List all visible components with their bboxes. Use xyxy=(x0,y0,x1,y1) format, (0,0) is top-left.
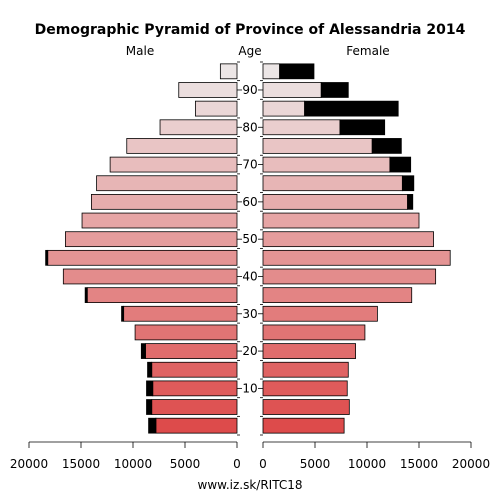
male-bar-45-49 xyxy=(47,249,238,266)
male-bars xyxy=(45,63,238,434)
age-tick-label: 50 xyxy=(242,232,257,246)
male-bar-75-79 xyxy=(126,138,238,154)
female-bar-95+ xyxy=(262,63,281,80)
age-label: Age xyxy=(238,44,261,58)
male-bar-15-19 xyxy=(151,361,238,378)
male-bar-85-89 xyxy=(194,100,238,117)
female-surplus-60-64 xyxy=(407,194,414,210)
age-tick-label: 60 xyxy=(242,195,257,209)
male-bar-80-84 xyxy=(159,119,238,136)
male-x-tick-label: 5000 xyxy=(170,457,201,471)
male-label: Male xyxy=(126,44,154,58)
axes: 10 20 30 40 50 60 70 80 90 20000 20000 15000 15000 10… xyxy=(10,61,490,471)
male-surplus-10-14 xyxy=(146,380,154,397)
age-tick-label: 40 xyxy=(242,269,257,283)
female-x-tick-label: 10000 xyxy=(348,457,386,471)
female-surplus-75-79 xyxy=(371,138,402,154)
age-tick-label: 10 xyxy=(242,381,257,395)
female-bar-25-29 xyxy=(262,324,366,341)
age-tick-label: 30 xyxy=(242,307,257,321)
male-surplus-45-49 xyxy=(45,249,49,266)
male-bar-55-59 xyxy=(81,212,238,229)
female-bar-15-19 xyxy=(262,361,349,378)
male-bar-90-94 xyxy=(178,82,238,98)
female-surplus-65-69 xyxy=(401,175,415,192)
female-surplus-70-74 xyxy=(389,156,412,173)
female-bar-5-9 xyxy=(262,399,350,415)
male-bar-40-44 xyxy=(62,268,238,285)
female-bar-65-69 xyxy=(262,175,403,192)
male-bar-50-54 xyxy=(65,231,238,248)
female-bar-80-84 xyxy=(262,119,341,136)
female-bar-50-54 xyxy=(262,231,434,248)
female-bar-20-24 xyxy=(262,343,356,359)
chart-title: Demographic Pyramid of Province of Aless… xyxy=(35,22,466,38)
female-x-tick-label: 20000 xyxy=(452,457,490,471)
female-bar-0-4 xyxy=(262,417,345,434)
age-tick-label: 80 xyxy=(242,120,257,134)
age-tick-label: 90 xyxy=(242,83,257,97)
male-bar-20-24 xyxy=(145,343,238,359)
female-label: Female xyxy=(346,44,389,58)
male-bar-70-74 xyxy=(109,156,238,173)
male-x-tick-label: 10000 xyxy=(114,457,152,471)
female-bar-45-49 xyxy=(262,249,451,266)
male-bar-95+ xyxy=(219,63,238,80)
male-surplus-5-9 xyxy=(146,399,153,415)
female-bar-70-74 xyxy=(262,156,391,173)
male-bar-30-34 xyxy=(123,305,238,322)
male-bar-35-39 xyxy=(86,287,238,303)
male-bar-0-4 xyxy=(155,417,238,434)
female-bar-60-64 xyxy=(262,194,408,210)
male-bar-25-29 xyxy=(134,324,238,341)
age-tick-label: 20 xyxy=(242,344,257,358)
female-bar-90-94 xyxy=(262,82,322,98)
male-surplus-30-34 xyxy=(121,305,125,322)
female-bar-30-34 xyxy=(262,305,378,322)
female-bar-75-79 xyxy=(262,138,373,154)
female-bar-10-14 xyxy=(262,380,348,397)
age-tick-label: 70 xyxy=(242,158,257,172)
male-surplus-20-24 xyxy=(140,343,146,359)
source-footer: www.iz.sk/RITC18 xyxy=(198,478,303,492)
male-bar-10-14 xyxy=(152,380,238,397)
female-surplus-85-89 xyxy=(304,100,399,117)
male-surplus-15-19 xyxy=(147,361,153,378)
female-bar-35-39 xyxy=(262,287,413,303)
male-bar-60-64 xyxy=(91,194,238,210)
female-bars xyxy=(262,63,451,434)
female-x-tick-label: 0 xyxy=(259,457,267,471)
male-x-tick-label: 20000 xyxy=(10,457,48,471)
female-surplus-95+ xyxy=(279,63,315,80)
female-bar-40-44 xyxy=(262,268,437,285)
female-bar-85-89 xyxy=(262,100,305,117)
female-bar-55-59 xyxy=(262,212,420,229)
female-x-tick-label: 5000 xyxy=(300,457,331,471)
male-surplus-0-4 xyxy=(148,417,157,434)
female-surplus-80-84 xyxy=(339,119,386,136)
male-surplus-35-39 xyxy=(84,287,88,303)
male-x-tick-label: 0 xyxy=(233,457,241,471)
male-x-tick-label: 15000 xyxy=(62,457,100,471)
female-surplus-90-94 xyxy=(320,82,349,98)
male-bar-5-9 xyxy=(151,399,238,415)
male-bar-65-69 xyxy=(96,175,238,192)
female-x-tick-label: 15000 xyxy=(400,457,438,471)
